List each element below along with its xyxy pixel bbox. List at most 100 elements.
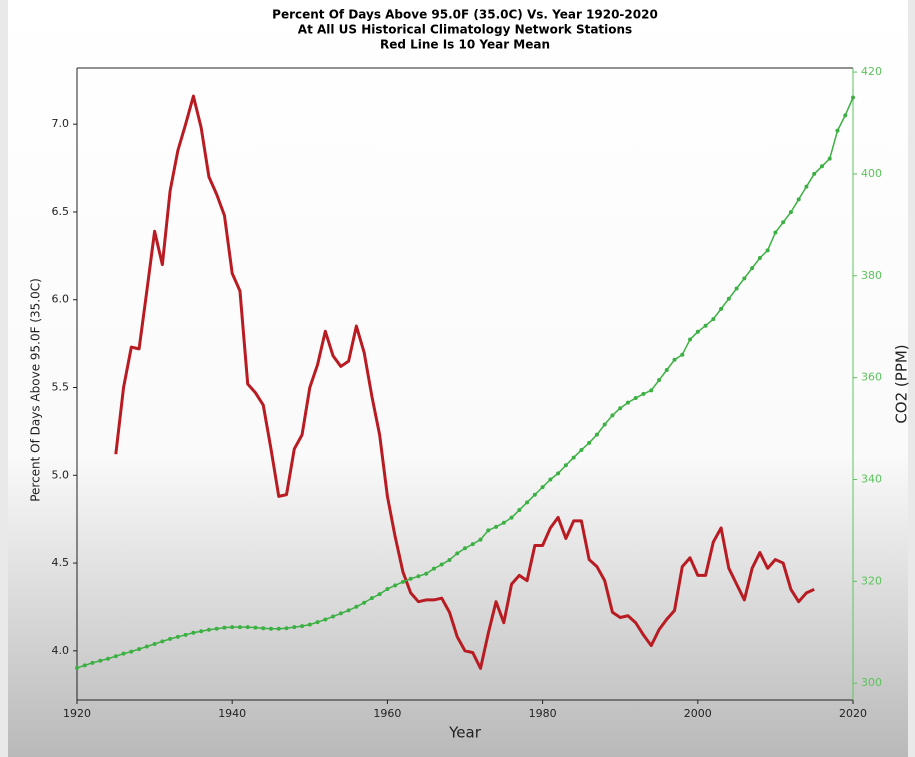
data-point (843, 113, 848, 118)
data-point (261, 626, 266, 631)
x-tick-label: 2000 (684, 707, 712, 720)
data-point (245, 625, 250, 630)
data-point (346, 608, 351, 613)
y2-axis-label: CO2 (PPM) (893, 344, 911, 423)
data-point (664, 367, 669, 372)
y-tick-label: 7.0 (52, 117, 70, 130)
data-point (594, 432, 599, 437)
data-point (657, 378, 661, 383)
data-point (307, 622, 312, 627)
data-point (175, 634, 180, 639)
data-point (362, 600, 367, 605)
data-point (75, 665, 79, 670)
data-point (703, 323, 708, 328)
data-point (695, 329, 700, 334)
y-axis-label: Percent Of Days Above 95.0F (35.0C) (29, 278, 43, 502)
data-point (719, 306, 724, 311)
data-point (509, 515, 514, 520)
data-point (486, 528, 491, 533)
data-point (633, 396, 638, 401)
data-point (393, 583, 398, 588)
data-point (571, 455, 576, 460)
y2-tick-label: 340 (861, 472, 882, 485)
chart-subtitle: At All US Historical Climatology Network… (298, 23, 632, 37)
data-point (447, 557, 452, 562)
data-point (812, 171, 817, 176)
data-point (90, 660, 95, 665)
data-point (540, 485, 545, 490)
y-tick-label: 6.0 (52, 293, 70, 306)
data-point (641, 391, 646, 396)
data-point (206, 627, 211, 632)
data-point (773, 230, 778, 235)
data-point (796, 197, 801, 202)
data-point (610, 413, 615, 418)
data-point (323, 617, 328, 622)
y2-tick-label: 320 (861, 574, 882, 587)
data-point (424, 571, 429, 576)
data-point (827, 156, 832, 161)
data-point (804, 184, 809, 189)
data-point (765, 248, 770, 253)
data-point (439, 562, 444, 567)
data-point (556, 471, 561, 476)
data-point (532, 492, 537, 497)
data-point (160, 639, 165, 644)
data-point (525, 500, 530, 505)
data-point (494, 524, 499, 529)
data-point (191, 630, 196, 635)
x-tick-label: 1920 (63, 707, 91, 720)
background (8, 0, 908, 757)
data-point (501, 520, 506, 525)
y2-tick-label: 360 (861, 371, 882, 384)
data-point (757, 255, 762, 260)
y-tick-label: 5.0 (52, 468, 70, 481)
data-point (269, 626, 273, 631)
data-point (82, 663, 87, 668)
data-point (144, 644, 149, 649)
data-point (400, 579, 405, 584)
data-point (819, 164, 824, 169)
data-point (121, 651, 126, 656)
data-point (742, 276, 747, 281)
data-point (137, 647, 142, 652)
y-tick-label: 4.5 (52, 556, 70, 569)
data-point (331, 614, 336, 619)
data-point (315, 620, 320, 625)
y2-tick-label: 300 (861, 676, 882, 689)
data-point (385, 586, 390, 591)
data-point (750, 266, 755, 271)
data-point (408, 576, 413, 581)
data-point (688, 337, 693, 342)
data-point (672, 357, 677, 362)
data-point (199, 629, 204, 634)
data-point (416, 574, 421, 579)
data-point (734, 286, 739, 291)
data-point (431, 566, 436, 571)
x-axis-label: Year (448, 724, 482, 742)
data-point (354, 604, 359, 609)
data-line (114, 94, 815, 670)
data-point (548, 477, 553, 482)
data-point (129, 649, 134, 654)
data-point (152, 641, 157, 646)
y2-tick-label: 400 (861, 167, 882, 180)
data-point (851, 95, 855, 100)
data-point (618, 406, 623, 411)
data-point (377, 592, 382, 597)
data-point (183, 632, 188, 637)
y-tick-label: 6.5 (52, 205, 70, 218)
data-point (237, 625, 242, 630)
data-point (625, 400, 630, 405)
data-point (113, 654, 118, 659)
data-point (276, 626, 281, 631)
data-point (563, 463, 568, 468)
data-point (587, 440, 592, 445)
data-point (214, 626, 219, 631)
chart-subtitle: Red Line Is 10 Year Mean (380, 38, 550, 52)
data-point (369, 596, 374, 601)
chart-title: Percent Of Days Above 95.0F (35.0C) Vs. … (272, 8, 658, 22)
x-tick-label: 1980 (529, 707, 557, 720)
